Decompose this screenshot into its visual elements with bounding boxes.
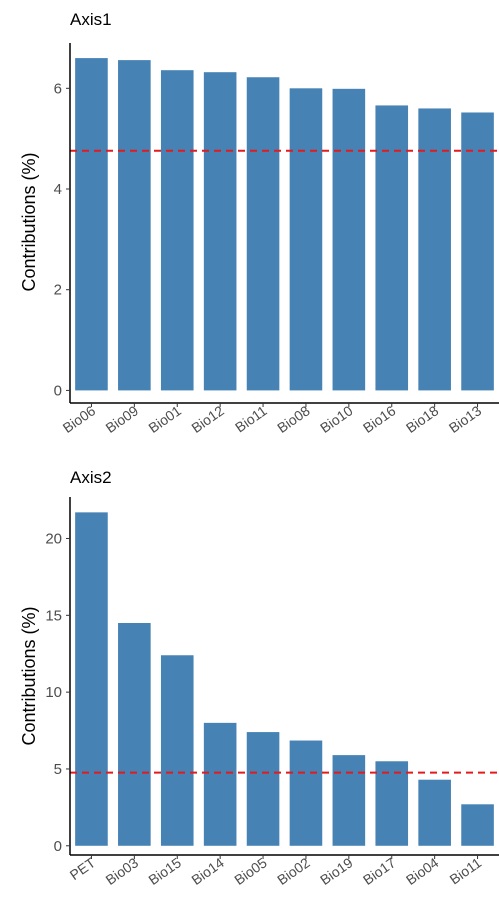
x-tick-label: Bio14 (188, 854, 227, 888)
x-tick-label: Bio13 (446, 402, 485, 436)
bar (332, 88, 366, 391)
bar (160, 655, 194, 846)
chart-title: Axis1 (70, 10, 112, 29)
chart-title: Axis2 (70, 468, 112, 487)
x-tick-label: Bio01 (145, 402, 184, 436)
bar (289, 88, 323, 391)
x-tick-label: Bio12 (188, 402, 227, 436)
bar (118, 60, 151, 391)
bar (375, 761, 409, 846)
bar (332, 755, 366, 846)
y-tick-label: 2 (54, 282, 62, 299)
bar (289, 740, 323, 846)
y-tick-label: 20 (45, 530, 62, 547)
bar (461, 804, 494, 846)
x-tick-label: Bio02 (274, 854, 313, 888)
x-tick-label: Bio09 (103, 402, 142, 436)
bar (418, 779, 451, 846)
y-tick-label: 15 (45, 607, 62, 624)
chart-axis2: Axis2 Contributions (%) 0 5 10 15 20 PET Bio03… (19, 468, 499, 888)
y-tick-label: 5 (54, 761, 62, 778)
bar (75, 512, 108, 846)
x-tick-label: Bio10 (317, 402, 356, 436)
bar (203, 72, 237, 391)
x-tick-label: Bio05 (231, 854, 270, 888)
x-tick-label: Bio06 (60, 402, 99, 436)
y-tick-label: 4 (54, 181, 62, 198)
x-tick-label: Bio18 (403, 402, 442, 436)
y-tick-label: 10 (45, 684, 62, 701)
x-tick-label: Bio19 (317, 854, 356, 888)
x-tick-label: Bio03 (103, 854, 142, 888)
x-tick-label: Bio04 (403, 854, 442, 888)
y-tick-label: 0 (54, 382, 62, 399)
x-tick-label: Bio08 (274, 402, 313, 436)
bar (203, 722, 237, 846)
bar (75, 58, 108, 391)
y-axis-label: Contributions (%) (19, 152, 39, 291)
x-tick-label: PET (67, 854, 99, 883)
bar (160, 70, 194, 391)
x-tick-label: Bio11 (232, 402, 270, 435)
bar (418, 108, 451, 391)
y-tick-label: 6 (54, 80, 62, 97)
y-tick-label: 0 (54, 838, 62, 855)
bar (375, 105, 409, 391)
y-axis-label: Contributions (%) (19, 606, 39, 745)
x-tick-label: Bio15 (145, 854, 184, 888)
x-tick-label: Bio11 (447, 854, 485, 887)
bar (461, 112, 494, 391)
bar (246, 77, 280, 391)
x-tick-label: Bio17 (360, 854, 399, 888)
bar (246, 732, 280, 846)
x-tick-label: Bio16 (360, 402, 399, 436)
bar (118, 622, 151, 846)
